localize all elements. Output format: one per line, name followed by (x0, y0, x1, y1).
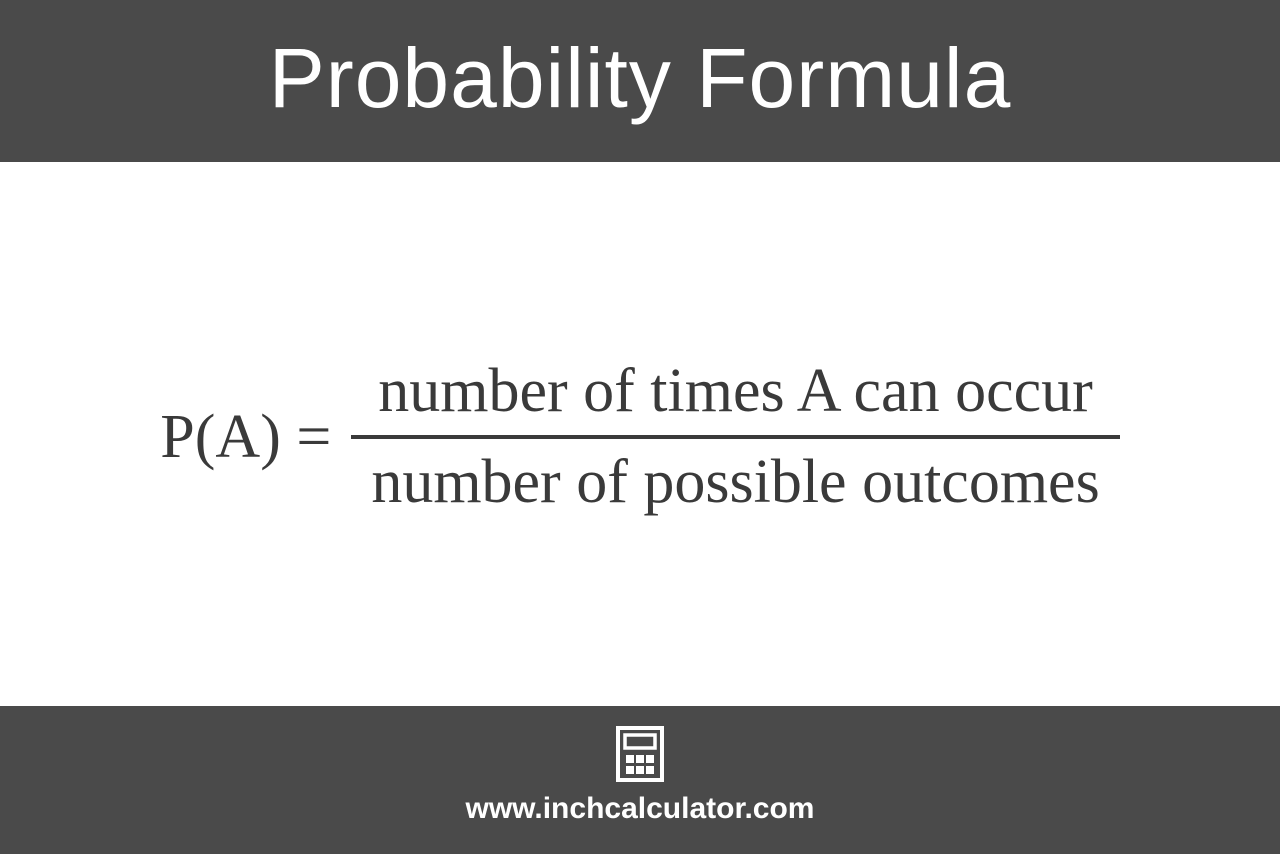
formula-content: P(A) = number of times A can occur numbe… (0, 162, 1280, 706)
header-bar: Probability Formula (0, 0, 1280, 162)
footer-url: www.inchcalculator.com (466, 792, 815, 826)
formula-fraction: number of times A can occur number of po… (351, 356, 1119, 518)
formula-numerator: number of times A can occur (358, 356, 1113, 435)
formula-left-side: P(A) = (160, 402, 351, 473)
footer-bar: www.inchcalculator.com (0, 706, 1280, 854)
page-title: Probability Formula (269, 31, 1012, 125)
formula-denominator: number of possible outcomes (351, 439, 1119, 518)
probability-formula: P(A) = number of times A can occur numbe… (160, 356, 1119, 518)
calculator-icon (616, 726, 664, 782)
